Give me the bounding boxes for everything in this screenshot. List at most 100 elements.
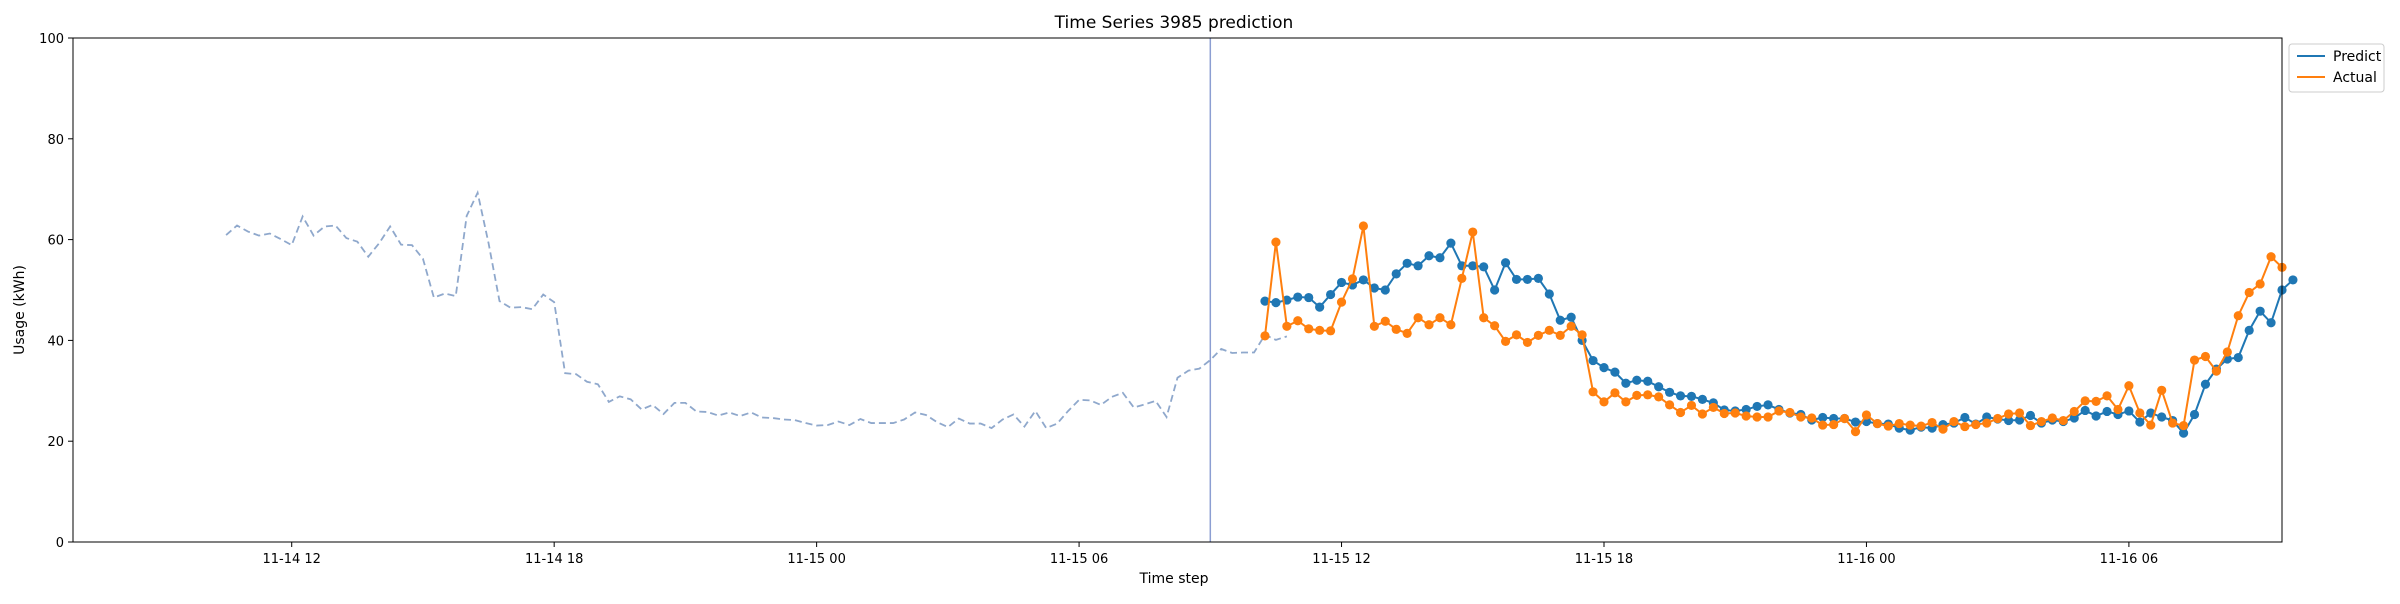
x-tick-label: 11-16 06 <box>2100 552 2158 567</box>
point-predict <box>1610 367 1620 377</box>
point-actual <box>1555 330 1565 340</box>
point-predict <box>1500 258 1511 268</box>
y-tick-label: 60 <box>47 234 64 249</box>
point-predict <box>1424 251 1434 261</box>
point-actual <box>2025 420 2036 431</box>
point-actual <box>2047 413 2057 423</box>
point-actual <box>1686 400 1697 411</box>
point-actual <box>2200 351 2211 362</box>
point-actual <box>1500 336 1511 347</box>
point-actual <box>1916 421 1926 431</box>
point-predict <box>1304 292 1314 303</box>
point-predict <box>1479 262 1489 272</box>
y-axis-label: Usage (kWh) <box>12 265 28 355</box>
point-actual <box>1829 419 1839 430</box>
point-actual <box>1752 412 1762 422</box>
point-actual <box>1566 321 1576 331</box>
point-predict <box>2200 379 2211 389</box>
point-predict <box>1511 274 1522 285</box>
point-predict <box>2233 352 2243 363</box>
point-actual <box>2178 420 2189 431</box>
point-predict <box>2004 415 2014 426</box>
point-predict <box>1358 275 1369 285</box>
point-predict <box>1533 273 1543 284</box>
point-predict <box>2255 306 2265 316</box>
point-actual <box>2222 347 2232 357</box>
point-actual <box>2113 404 2123 415</box>
point-actual <box>1763 412 1773 422</box>
y-tick-label: 20 <box>47 435 64 450</box>
point-predict <box>1621 378 1631 388</box>
point-predict <box>2266 318 2276 328</box>
point-actual <box>2244 287 2254 298</box>
legend-label-actual: Actual <box>2333 70 2377 86</box>
point-predict <box>1293 292 1303 302</box>
point-actual <box>1347 274 1358 284</box>
point-actual <box>1610 388 1620 398</box>
x-tick-label: 11-14 18 <box>525 552 583 567</box>
point-predict <box>1632 375 1642 385</box>
point-predict <box>2244 325 2254 335</box>
point-predict <box>1566 312 1576 322</box>
point-actual <box>1818 420 1828 430</box>
x-tick-label: 11-14 12 <box>262 552 320 567</box>
y-tick-label: 80 <box>47 133 64 148</box>
point-predict <box>1413 261 1423 271</box>
point-actual <box>2233 311 2243 321</box>
point-predict <box>2288 275 2298 285</box>
point-actual <box>1260 331 1270 341</box>
point-predict <box>1697 394 1708 404</box>
point-actual <box>2091 396 2101 406</box>
point-actual <box>1621 397 1631 407</box>
point-actual <box>1643 390 1653 400</box>
point-actual <box>1796 412 1806 422</box>
point-actual <box>2135 408 2145 418</box>
point-predict <box>1391 269 1401 279</box>
point-actual <box>1730 408 1740 418</box>
point-predict <box>2124 406 2134 416</box>
x-axis-label: Time step <box>1139 571 1209 587</box>
x-tick-label: 11-16 00 <box>1837 552 1895 567</box>
point-actual <box>1971 419 1981 430</box>
point-predict <box>1654 382 1664 392</box>
point-actual <box>1369 321 1379 331</box>
point-predict <box>1544 289 1554 299</box>
point-predict <box>1468 261 1478 271</box>
point-predict <box>1336 277 1347 288</box>
point-predict <box>1675 391 1686 401</box>
point-predict <box>1665 387 1675 397</box>
point-actual <box>2211 366 2221 376</box>
point-actual <box>2080 396 2090 406</box>
point-actual <box>1336 297 1347 307</box>
point-actual <box>1872 418 1882 429</box>
point-predict <box>2091 411 2101 421</box>
point-actual <box>1807 413 1817 423</box>
point-predict <box>1686 391 1697 401</box>
point-predict <box>1741 404 1751 415</box>
axes-frame <box>72 37 2283 543</box>
point-predict <box>1490 285 1500 295</box>
point-predict <box>1763 400 1773 410</box>
point-actual <box>1271 237 1281 247</box>
point-predict <box>2080 405 2090 416</box>
point-actual <box>1654 392 1664 402</box>
point-actual <box>1861 410 1872 420</box>
x-tick-label: 11-15 18 <box>1575 552 1633 567</box>
point-actual <box>1993 413 2003 424</box>
point-actual <box>1839 413 1850 424</box>
point-actual <box>1544 325 1554 335</box>
point-actual <box>1315 325 1325 335</box>
point-actual <box>1675 407 1686 418</box>
point-predict <box>1850 417 1861 427</box>
point-actual <box>1522 337 1533 348</box>
x-tick-label: 11-15 00 <box>787 552 845 567</box>
point-actual <box>1282 321 1292 331</box>
point-actual <box>1391 324 1401 334</box>
point-actual <box>1577 330 1587 340</box>
point-actual <box>2069 406 2079 417</box>
point-actual <box>1304 324 1314 334</box>
point-actual <box>1708 402 1718 413</box>
point-actual <box>1982 418 1992 428</box>
point-actual <box>1358 221 1369 231</box>
point-predict <box>1271 298 1281 308</box>
